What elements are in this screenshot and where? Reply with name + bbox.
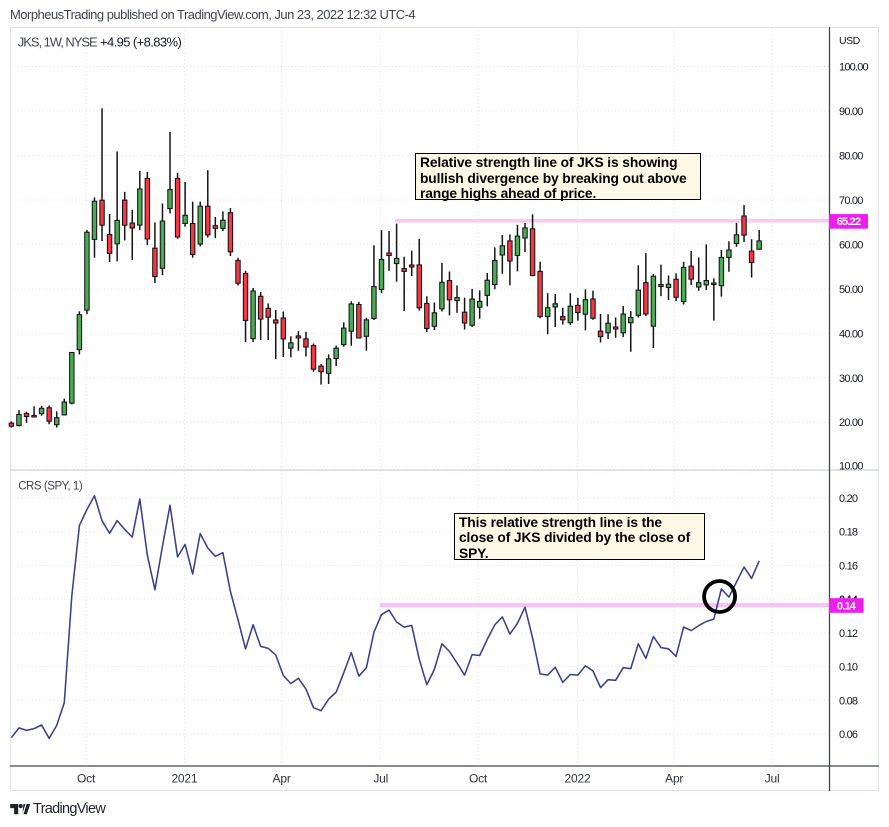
- svg-text:0.10: 0.10: [839, 662, 858, 674]
- svg-text:USD: USD: [839, 35, 861, 47]
- svg-text:0.08: 0.08: [839, 695, 858, 707]
- svg-text:0.20: 0.20: [839, 493, 858, 505]
- svg-text:0.16: 0.16: [839, 560, 858, 572]
- svg-text:Oct: Oct: [469, 771, 488, 785]
- svg-text:50.00: 50.00: [839, 284, 863, 296]
- svg-text:90.00: 90.00: [839, 106, 863, 118]
- svg-text:0.12: 0.12: [839, 628, 858, 640]
- svg-text:Oct: Oct: [77, 771, 96, 785]
- svg-text:+4.95 (+8.83%): +4.95 (+8.83%): [100, 35, 181, 50]
- svg-text:10.00: 10.00: [839, 461, 863, 473]
- svg-text:0.18: 0.18: [839, 527, 858, 539]
- svg-text:30.00: 30.00: [839, 373, 863, 385]
- svg-text:JKS, 1W, NYSE: JKS, 1W, NYSE: [18, 35, 98, 50]
- svg-text:80.00: 80.00: [839, 151, 863, 163]
- svg-text:60.00: 60.00: [839, 239, 863, 251]
- svg-text:2022: 2022: [565, 771, 591, 785]
- svg-text:Apr: Apr: [273, 771, 291, 785]
- svg-text:Jul: Jul: [765, 771, 780, 785]
- svg-text:0.14: 0.14: [837, 600, 857, 612]
- svg-text:20.00: 20.00: [839, 417, 863, 429]
- svg-text:70.00: 70.00: [839, 195, 863, 207]
- svg-text:0.06: 0.06: [839, 729, 858, 741]
- svg-text:CRS (SPY, 1): CRS (SPY, 1): [18, 481, 83, 493]
- svg-text:40.00: 40.00: [839, 328, 863, 340]
- svg-text:Jul: Jul: [373, 771, 388, 785]
- svg-text:65.22: 65.22: [837, 216, 861, 228]
- svg-text:100.00: 100.00: [839, 62, 869, 74]
- svg-text:Apr: Apr: [665, 771, 683, 785]
- svg-text:2021: 2021: [171, 771, 197, 785]
